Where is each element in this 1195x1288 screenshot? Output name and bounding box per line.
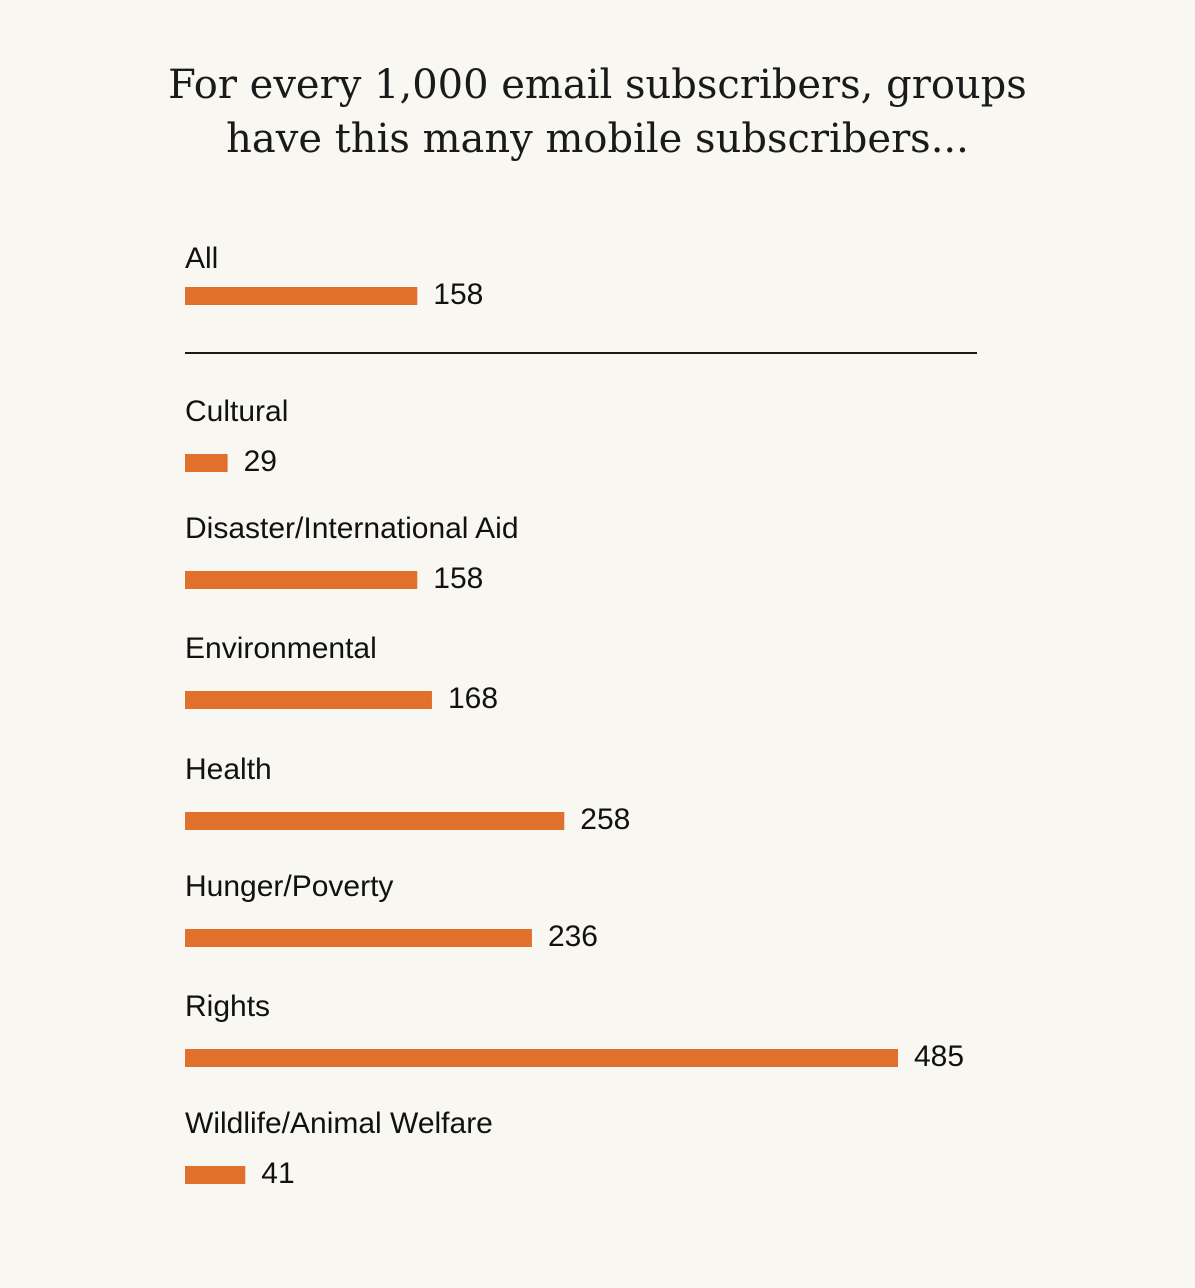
chart-title: For every 1,000 email subscribers, group… — [60, 58, 1135, 166]
value-label-disaster-international-aid: 158 — [433, 562, 483, 595]
value-label-rights: 485 — [914, 1040, 964, 1073]
category-label-environmental: Environmental — [185, 632, 377, 665]
category-label-hunger-poverty: Hunger/Poverty — [185, 870, 393, 903]
bar-disaster-international-aid — [185, 571, 418, 589]
bar-wildlife-animal-welfare — [185, 1166, 246, 1184]
chart-title-line-2: have this many mobile subscribers... — [226, 116, 969, 162]
value-label-wildlife-animal-welfare: 41 — [261, 1157, 294, 1190]
category-label-rights: Rights — [185, 990, 270, 1023]
bar-rights — [185, 1049, 898, 1067]
bar-environmental — [185, 691, 432, 709]
value-label-health: 258 — [580, 803, 630, 836]
chart-title-line-1: For every 1,000 email subscribers, group… — [168, 62, 1027, 108]
category-label-health: Health — [185, 753, 272, 786]
bar-cultural — [185, 454, 228, 472]
category-label-cultural: Cultural — [185, 395, 288, 428]
bar-all — [185, 287, 418, 305]
value-label-all: 158 — [433, 278, 483, 311]
bar-hunger-poverty — [185, 929, 532, 947]
value-label-hunger-poverty: 236 — [548, 920, 598, 953]
value-label-cultural: 29 — [244, 445, 277, 478]
category-label-all: All — [185, 242, 218, 275]
bar-health — [185, 812, 565, 830]
category-label-disaster-international-aid: Disaster/International Aid — [185, 512, 519, 545]
category-label-wildlife-animal-welfare: Wildlife/Animal Welfare — [185, 1107, 493, 1140]
value-label-environmental: 168 — [448, 682, 498, 715]
